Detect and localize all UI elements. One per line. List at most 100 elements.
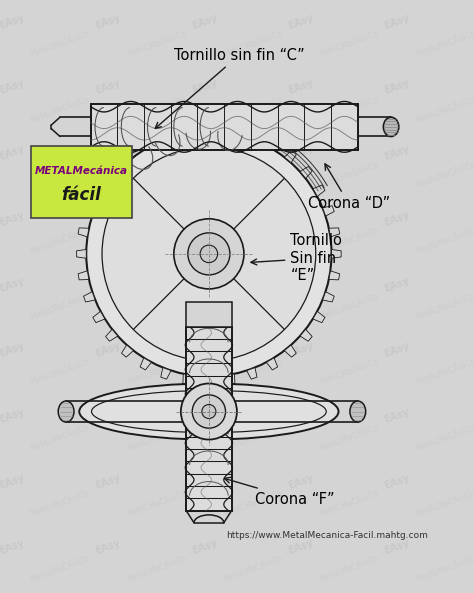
Polygon shape [140,138,151,150]
Text: EAsy: EAsy [94,209,122,228]
Polygon shape [78,228,89,237]
Polygon shape [331,250,341,258]
Text: EAsy: EAsy [191,407,219,425]
Text: EAsy: EAsy [191,144,219,162]
Text: MetALMeCÁniCo: MetALMeCÁniCo [29,29,91,59]
Circle shape [192,395,226,428]
Text: https://www.MetalMecanica-Facil.mahtg.com: https://www.MetalMecanica-Facil.mahtg.co… [226,531,428,540]
Polygon shape [83,292,95,302]
Polygon shape [329,228,340,237]
Text: MetALMeCÁniCo: MetALMeCÁniCo [29,226,91,256]
Polygon shape [161,129,171,140]
Polygon shape [183,374,192,385]
Text: EAsy: EAsy [0,275,26,294]
Circle shape [181,384,237,439]
Text: EAsy: EAsy [383,341,411,359]
Polygon shape [284,345,296,357]
Text: MetALMeCÁniCo: MetALMeCÁniCo [414,29,474,59]
Text: EAsy: EAsy [94,407,122,425]
Text: EAsy: EAsy [383,12,411,31]
Polygon shape [300,329,312,341]
Text: Tornillo
Sin fin
“E”: Tornillo Sin fin “E” [251,233,342,283]
Text: EAsy: EAsy [287,538,315,556]
Text: EAsy: EAsy [0,144,26,162]
Text: EAsy: EAsy [191,472,219,490]
Text: MetALMeCÁniCo: MetALMeCÁniCo [222,29,283,59]
Text: EAsy: EAsy [287,12,315,31]
Text: MetALMeCÁniCo: MetALMeCÁniCo [222,226,283,256]
Polygon shape [313,311,325,323]
Text: MetALMeCÁniCo: MetALMeCÁniCo [125,292,187,321]
Text: MetALMeCÁniCo: MetALMeCÁniCo [222,423,283,453]
Polygon shape [323,292,334,302]
Polygon shape [313,185,325,196]
Polygon shape [83,206,95,216]
Text: MetALMeCÁniCo: MetALMeCÁniCo [222,160,283,190]
Text: MetALMeCÁniCo: MetALMeCÁniCo [318,160,380,190]
Text: Tornillo sin fin “C”: Tornillo sin fin “C” [155,47,305,128]
Polygon shape [266,358,278,370]
Text: EAsy: EAsy [0,472,26,490]
Text: EAsy: EAsy [287,407,315,425]
Text: EAsy: EAsy [94,472,122,490]
Polygon shape [266,138,278,150]
Polygon shape [226,374,235,385]
Text: MetALMeCÁniCo: MetALMeCÁniCo [125,226,187,256]
Polygon shape [204,377,213,386]
Text: MetALMeCÁniCo: MetALMeCÁniCo [29,554,91,584]
Text: EAsy: EAsy [0,538,26,556]
Text: EAsy: EAsy [94,538,122,556]
Text: EAsy: EAsy [383,144,411,162]
Text: EAsy: EAsy [191,341,219,359]
Ellipse shape [58,401,74,422]
Text: MetALMeCÁniCo: MetALMeCÁniCo [318,29,380,59]
Text: EAsy: EAsy [287,275,315,294]
Polygon shape [78,271,89,280]
Polygon shape [93,185,105,196]
Text: EAsy: EAsy [0,341,26,359]
Text: METALMecánica: METALMecánica [35,165,128,176]
Text: EAsy: EAsy [94,144,122,162]
Circle shape [174,219,244,289]
Polygon shape [284,151,296,162]
Bar [186,327,232,511]
Text: MetALMeCÁniCo: MetALMeCÁniCo [318,554,380,584]
Text: MetALMeCÁniCo: MetALMeCÁniCo [29,292,91,321]
Polygon shape [226,123,235,134]
Text: MetALMeCÁniCo: MetALMeCÁniCo [222,489,283,519]
Text: MetALMeCÁniCo: MetALMeCÁniCo [29,160,91,190]
Text: MetALMeCÁniCo: MetALMeCÁniCo [318,423,380,453]
Text: Corona “D”: Corona “D” [308,164,390,212]
Polygon shape [106,167,118,178]
Text: EAsy: EAsy [287,78,315,97]
Text: MetALMeCÁniCo: MetALMeCÁniCo [125,95,187,125]
Text: MetALMeCÁniCo: MetALMeCÁniCo [125,554,187,584]
Text: MetALMeCÁniCo: MetALMeCÁniCo [414,95,474,125]
Text: EAsy: EAsy [287,472,315,490]
Polygon shape [329,271,340,280]
Text: EAsy: EAsy [191,538,219,556]
Bar [31,146,132,218]
Text: EAsy: EAsy [383,78,411,97]
Text: MetALMeCÁniCo: MetALMeCÁniCo [222,95,283,125]
Polygon shape [161,368,171,379]
Text: MetALMeCÁniCo: MetALMeCÁniCo [318,226,380,256]
Text: EAsy: EAsy [94,78,122,97]
Polygon shape [93,311,105,323]
Text: MetALMeCÁniCo: MetALMeCÁniCo [222,358,283,387]
Text: EAsy: EAsy [0,78,26,97]
Text: MetALMeCÁniCo: MetALMeCÁniCo [125,29,187,59]
Text: EAsy: EAsy [94,341,122,359]
Text: EAsy: EAsy [0,12,26,31]
Text: EAsy: EAsy [191,12,219,31]
Text: MetALMeCÁniCo: MetALMeCÁniCo [318,95,380,125]
Circle shape [188,233,230,275]
Circle shape [202,404,216,419]
Polygon shape [121,151,133,162]
Circle shape [200,245,218,263]
Text: MetALMeCÁniCo: MetALMeCÁniCo [125,160,187,190]
Text: MetALMeCÁniCo: MetALMeCÁniCo [318,489,380,519]
Text: MetALMeCÁniCo: MetALMeCÁniCo [318,292,380,321]
Polygon shape [204,122,213,131]
Polygon shape [106,329,118,341]
